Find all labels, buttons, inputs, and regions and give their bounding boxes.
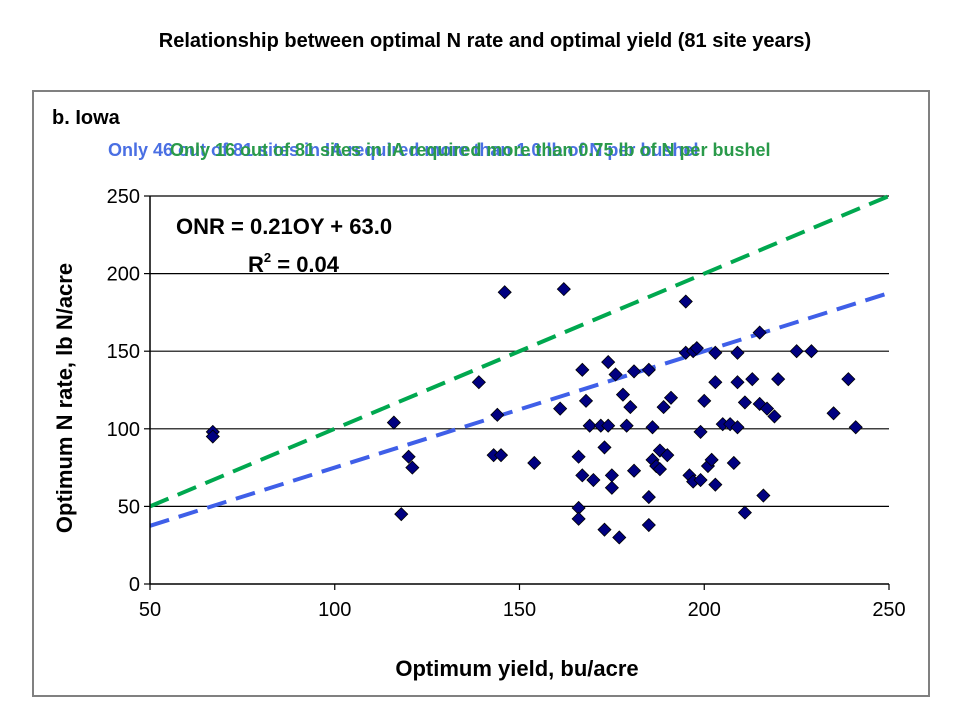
- data-point: [745, 372, 760, 387]
- data-point: [641, 490, 656, 505]
- panel-label: b. Iowa: [52, 107, 121, 129]
- data-point: [575, 362, 590, 377]
- data-point: [405, 460, 420, 475]
- data-point: [604, 480, 619, 495]
- data-point: [752, 325, 767, 340]
- y-tick-label-250: 250: [107, 186, 140, 208]
- data-point: [205, 429, 220, 444]
- data-point: [663, 390, 679, 405]
- y-tick-label-0: 0: [129, 574, 140, 596]
- data-point: [641, 362, 656, 377]
- data-point: [704, 452, 719, 467]
- data-point: [471, 375, 486, 390]
- data-point: [553, 401, 568, 416]
- y-axis-title: Optimum N rate, lb N/acre: [52, 263, 77, 533]
- y-tick-label-100: 100: [107, 419, 140, 441]
- annotation-0-75-lb: Only 16 out of 81 sites in IA required m…: [170, 140, 770, 160]
- r-squared-label: R2 = 0.04: [248, 250, 340, 277]
- data-point: [394, 507, 409, 522]
- data-point: [556, 282, 571, 297]
- axes: 0 50 100 150 200 250 50 100 150 200 250: [107, 186, 906, 621]
- data-point: [386, 415, 401, 430]
- data-points: [205, 282, 863, 545]
- data-point: [708, 477, 723, 492]
- chart-frame: 0 50 100 150 200 250 50 100 150 200 250 b. Iowa ON…: [32, 90, 930, 697]
- data-point: [730, 420, 745, 435]
- data-point: [578, 393, 594, 408]
- data-point: [641, 517, 656, 533]
- scatter-chart: 0 50 100 150 200 250 50 100 150 200 250 b. Iowa ON…: [52, 107, 906, 681]
- data-point: [689, 341, 704, 356]
- x-tick-label-150: 150: [503, 599, 536, 621]
- data-point: [826, 406, 841, 421]
- x-tick-label-50: 50: [139, 599, 161, 621]
- data-point: [608, 367, 623, 382]
- data-point: [601, 354, 616, 370]
- y-tick-label-200: 200: [107, 264, 140, 286]
- reference-lines: [149, 194, 890, 528]
- reference-line-0: [149, 194, 890, 509]
- data-point: [612, 530, 627, 545]
- data-point: [586, 472, 601, 488]
- x-tick-label-250: 250: [872, 599, 905, 621]
- data-point: [493, 448, 509, 463]
- data-point: [656, 400, 671, 415]
- data-point: [708, 345, 723, 360]
- data-point: [759, 401, 775, 416]
- data-point: [490, 407, 505, 422]
- data-point: [730, 375, 745, 390]
- data-point: [582, 418, 597, 433]
- data-point: [626, 364, 642, 379]
- y-tick-label-150: 150: [107, 341, 140, 363]
- data-point: [527, 455, 542, 471]
- data-point: [597, 440, 612, 455]
- x-tick-label-200: 200: [688, 599, 721, 621]
- data-point: [708, 375, 723, 390]
- data-point: [737, 395, 752, 410]
- data-point: [575, 468, 590, 483]
- reference-line-1: [149, 291, 890, 528]
- x-tick-label-100: 100: [318, 599, 351, 621]
- data-point: [626, 463, 642, 478]
- data-point: [615, 387, 631, 402]
- data-point: [697, 393, 712, 408]
- y-tick-label-50: 50: [118, 496, 140, 518]
- data-point: [771, 372, 786, 387]
- data-point: [767, 409, 782, 424]
- data-point: [737, 505, 752, 520]
- data-point: [693, 424, 708, 439]
- data-point: [601, 418, 616, 433]
- data-point: [804, 344, 819, 359]
- data-point: [789, 344, 804, 359]
- data-point: [660, 448, 675, 463]
- data-point: [693, 472, 708, 488]
- annotation-1-0-lb: Only 46 out of 81 sites in IA required m…: [108, 140, 698, 160]
- data-point: [652, 462, 667, 477]
- regression-equation: ONR = 0.21OY + 63.0: [176, 214, 392, 239]
- data-point: [645, 420, 660, 435]
- data-point: [678, 294, 693, 309]
- x-axis-title: Optimum yield, bu/acre: [395, 656, 638, 681]
- data-point: [756, 488, 771, 503]
- data-point: [619, 418, 634, 433]
- data-point: [623, 400, 638, 415]
- data-point: [401, 449, 416, 464]
- data-point: [841, 372, 856, 387]
- data-point: [848, 420, 863, 435]
- data-point: [571, 449, 586, 464]
- data-point: [597, 522, 612, 537]
- data-point: [604, 468, 619, 483]
- slide-title: Relationship between optimal N rate and …: [158, 30, 812, 52]
- data-point: [497, 285, 512, 300]
- data-point: [726, 455, 741, 471]
- data-point: [730, 345, 745, 360]
- data-point: [571, 511, 586, 526]
